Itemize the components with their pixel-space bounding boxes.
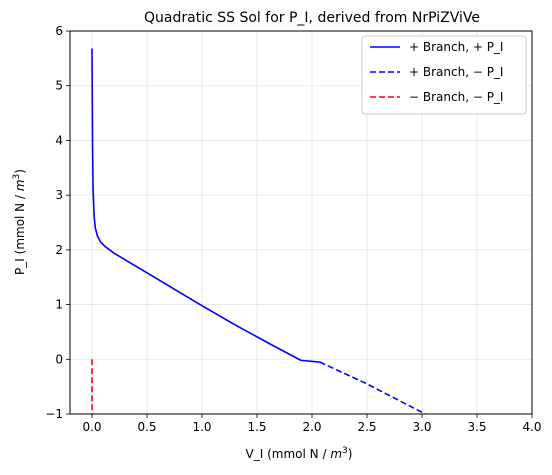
y-tick-label: −1 (45, 407, 63, 421)
x-tick-label: 4.0 (522, 420, 541, 434)
x-axis-ticks: 0.0 0.5 1.0 1.5 2.0 2.5 3.0 3.5 4.0 (82, 414, 542, 434)
y-tick-label: 5 (55, 79, 63, 93)
legend-label-1: + Branch, − P_I (409, 65, 503, 79)
x-tick-label: 1.0 (192, 420, 211, 434)
y-tick-label: 3 (55, 188, 63, 202)
series-line-0 (91, 48, 320, 363)
legend-label-2: − Branch, − P_I (409, 90, 503, 104)
legend-label-0: + Branch, + P_I (409, 40, 503, 54)
legend-box (361, 35, 527, 115)
x-tick-label: 1.5 (247, 420, 266, 434)
x-tick-label: 2.0 (302, 420, 321, 434)
x-tick-label: 0.0 (82, 420, 101, 434)
y-tick-label: 2 (55, 243, 63, 257)
y-tick-label: 1 (55, 298, 63, 312)
y-tick-label: 6 (55, 24, 63, 38)
y-axis-label: P_I (mmol N / m3) (12, 169, 27, 275)
chart-title: Quadratic SS Sol for P_I, derived from N… (144, 10, 480, 26)
series-line-1 (319, 361, 426, 415)
y-tick-label: 0 (55, 352, 63, 366)
series-layer (91, 48, 426, 415)
x-tick-label: 2.5 (357, 420, 376, 434)
y-axis-ticks: −1 0 1 2 3 4 5 6 (45, 24, 70, 421)
x-axis-label: V_I (mmol N / m3) (246, 446, 353, 461)
y-tick-label: 4 (55, 133, 63, 147)
legend: + Branch, + P_I + Branch, − P_I − Branch… (361, 35, 527, 115)
x-tick-label: 3.0 (412, 420, 431, 434)
x-tick-label: 0.5 (137, 420, 156, 434)
plot-frame (69, 30, 533, 415)
x-tick-label: 3.5 (467, 420, 486, 434)
